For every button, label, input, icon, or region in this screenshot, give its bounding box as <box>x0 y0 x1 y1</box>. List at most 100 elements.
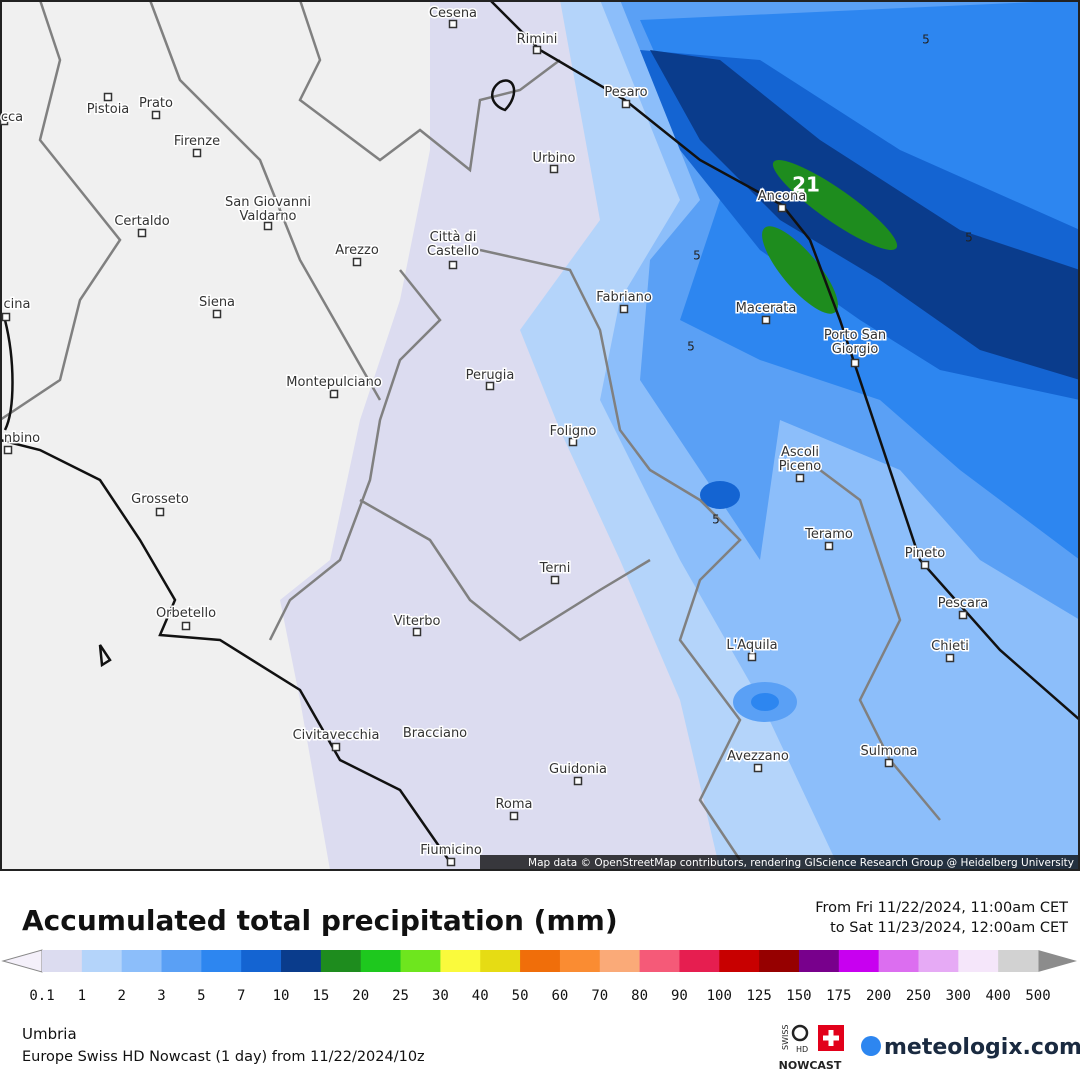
logo-cross <box>823 1030 839 1046</box>
city-label: Sulmona <box>861 744 918 759</box>
legend-tick-label: 40 <box>472 988 489 1004</box>
map-frame <box>0 0 1080 871</box>
city-label: Montepulciano <box>286 375 382 390</box>
logo-lens <box>791 1024 809 1042</box>
legend-tick-label: 15 <box>312 988 329 1004</box>
city-label: Siena <box>199 295 235 310</box>
city-marker <box>192 148 202 158</box>
city-marker <box>619 304 629 314</box>
city-label: Roma <box>495 797 532 812</box>
legend-swatch <box>440 950 481 972</box>
legend-tick-label: 0.1 <box>29 988 54 1004</box>
legend-swatch <box>878 950 919 972</box>
city-label: Rimini <box>517 32 558 47</box>
legend-swatch <box>798 950 840 972</box>
legend-swatch <box>360 950 402 972</box>
city-label: Ascoli <box>781 445 819 460</box>
city-marker <box>747 652 757 662</box>
city-marker <box>958 610 968 620</box>
legend-swatch <box>161 950 202 972</box>
legend-tick-label: 30 <box>432 988 449 1004</box>
city-marker <box>212 309 222 319</box>
legend-tick-label: 1 <box>78 988 86 1004</box>
city-label: Piceno <box>779 459 822 474</box>
city-label: L'Aquila <box>726 638 777 653</box>
contour-label: 5 <box>965 231 973 245</box>
city-label: Terni <box>539 561 571 576</box>
city-label: Prato <box>139 96 173 111</box>
city-label: Pistoia <box>87 102 130 117</box>
city-label: Certaldo <box>114 214 169 229</box>
attribution-bar <box>480 855 1078 870</box>
legend-tick-label: 175 <box>826 988 851 1004</box>
city-label: Porto San <box>824 328 886 343</box>
city-marker <box>753 763 763 773</box>
city-marker <box>761 315 771 325</box>
city-marker <box>329 389 339 399</box>
city-label: Cesena <box>429 6 477 21</box>
legend-swatch <box>719 950 760 972</box>
legend-tick-label: 500 <box>1025 988 1050 1004</box>
legend-tick-label: 20 <box>352 988 369 1004</box>
legend-tick-label: 150 <box>786 988 811 1004</box>
legend-tick-label: 70 <box>591 988 608 1004</box>
city-label: Pescara <box>938 596 989 611</box>
legend-swatch <box>241 950 282 972</box>
logo-hd: HD <box>796 1045 808 1054</box>
legend-swatch <box>121 950 163 972</box>
city-marker <box>412 627 422 637</box>
legend-tick-label: 5 <box>197 988 205 1004</box>
legend-swatch <box>679 950 720 972</box>
city-label: San Giovanni <box>225 195 311 210</box>
city-marker <box>568 437 578 447</box>
legend-tick-label: 25 <box>392 988 409 1004</box>
city-marker <box>945 653 955 663</box>
legend-under-arrow <box>1 949 43 973</box>
legend-swatch <box>838 950 880 972</box>
legend-tick-label: 60 <box>551 988 568 1004</box>
city-label: cina <box>4 297 31 312</box>
city-label: Fiumicino <box>420 843 482 858</box>
legend-swatch <box>42 950 83 972</box>
brand: meteologix.com <box>884 1035 1080 1060</box>
city-marker <box>3 445 13 455</box>
legend-swatch <box>918 950 959 972</box>
legend-swatch <box>998 950 1039 972</box>
city-marker <box>532 45 542 55</box>
city-label: Grosseto <box>131 492 189 507</box>
city-marker <box>103 92 113 102</box>
contour-label: 5 <box>687 340 695 354</box>
city-label: Città di <box>430 230 477 245</box>
city-label: Perugia <box>466 368 515 383</box>
legend-tick-label: 80 <box>631 988 648 1004</box>
city-label: Giorgio <box>832 342 879 357</box>
city-label: nbino <box>4 431 40 446</box>
legend-swatch <box>400 950 441 972</box>
city-marker <box>621 99 631 109</box>
city-label: Guidonia <box>549 762 607 777</box>
period-from: From Fri 11/22/2024, 11:00am CET <box>815 900 1068 916</box>
legend-swatch <box>958 950 999 972</box>
city-marker <box>550 575 560 585</box>
logo-swiss: SWISS <box>781 1024 790 1050</box>
legend-tick-label: 90 <box>671 988 688 1004</box>
city-marker <box>549 164 559 174</box>
legend-tick-label: 100 <box>707 988 732 1004</box>
city-marker <box>448 19 458 29</box>
legend-tick-label: 2 <box>117 988 125 1004</box>
city-marker <box>181 621 191 631</box>
city-marker <box>1 312 11 322</box>
legend-swatch <box>759 950 800 972</box>
legend-tick-label: 7 <box>237 988 245 1004</box>
brand-icon <box>861 1036 881 1056</box>
city-label: Valdarno <box>240 209 297 224</box>
city-marker <box>920 560 930 570</box>
city-label: Arezzo <box>335 243 379 258</box>
city-marker <box>448 260 458 270</box>
legend-swatch <box>320 950 362 972</box>
city-label: Bracciano <box>403 726 467 741</box>
city-label: Pesaro <box>604 85 647 100</box>
legend-swatch <box>559 950 601 972</box>
period-to: to Sat 11/23/2024, 12:00am CET <box>830 920 1068 936</box>
